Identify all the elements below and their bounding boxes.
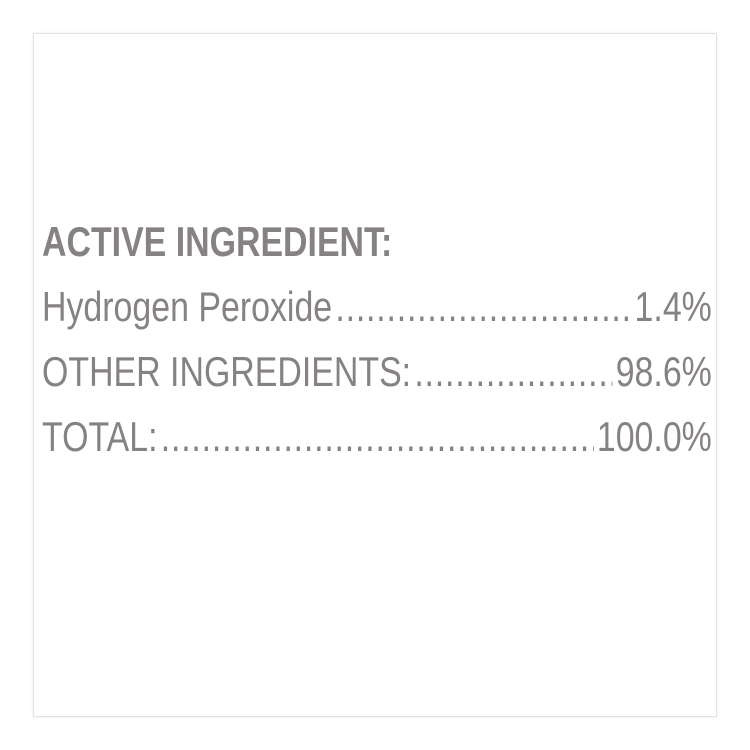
active-ingredient-heading: ACTIVE INGREDIENT: xyxy=(42,218,393,265)
dot-leader xyxy=(335,283,631,331)
ingredient-row: OTHER INGREDIENTS: 98.6% xyxy=(42,348,712,396)
total-label: TOTAL: xyxy=(42,413,158,460)
ingredients-label: ACTIVE INGREDIENT: Hydrogen Peroxide 1.4… xyxy=(42,218,712,478)
total-percent: 100.0% xyxy=(596,413,712,460)
ingredient-name: Hydrogen Peroxide xyxy=(42,283,333,330)
ingredient-row: Hydrogen Peroxide 1.4% xyxy=(42,283,712,331)
ingredient-percent: 1.4% xyxy=(634,283,712,330)
total-row: TOTAL: 100.0% xyxy=(42,413,712,461)
ingredient-name: OTHER INGREDIENTS: xyxy=(42,348,412,395)
dot-leader xyxy=(414,348,612,396)
ingredient-percent: 98.6% xyxy=(615,348,712,395)
dot-leader xyxy=(161,413,594,461)
